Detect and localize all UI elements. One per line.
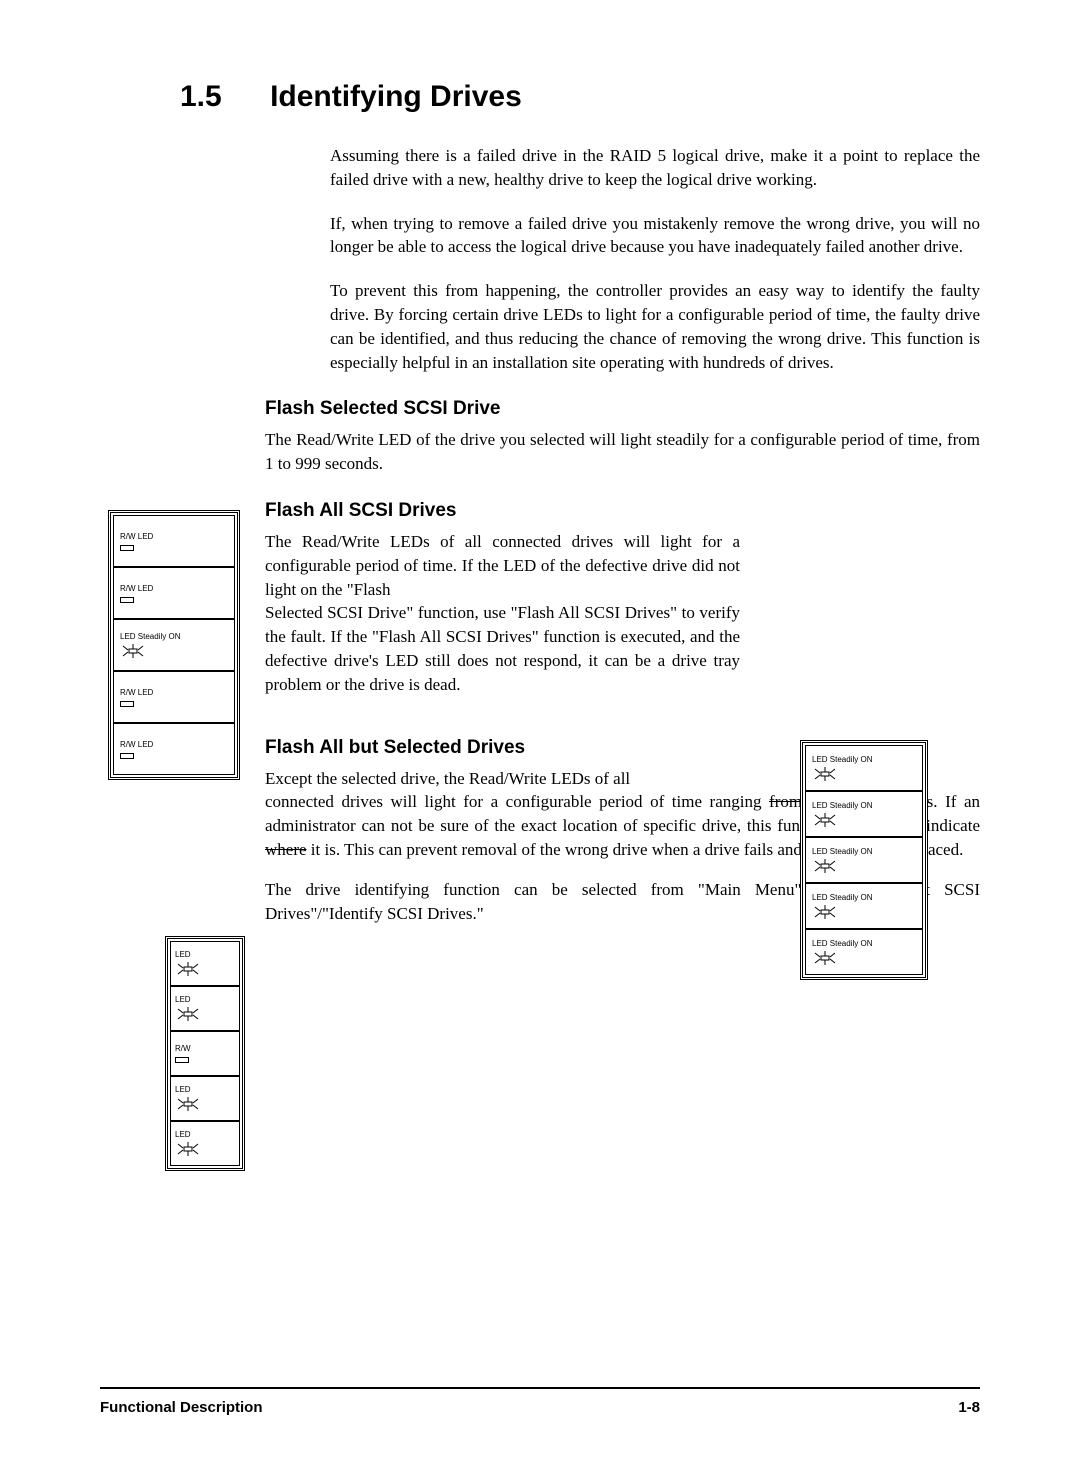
drive-cell-led: LED: [170, 986, 240, 1031]
led-on-icon: [812, 858, 838, 874]
text-from-strike: from: [769, 792, 802, 811]
drive-cell-steady: LED Steadily ON: [805, 745, 923, 791]
cell-label: R/W LED: [120, 532, 153, 541]
subheading-flash-all: Flash All SCSI Drives: [265, 500, 980, 522]
footer-left: Functional Description: [100, 1399, 263, 1416]
cell-label: LED Steadily ON: [812, 755, 872, 764]
subheading-flash-selected: Flash Selected SCSI Drive: [265, 398, 980, 420]
text-where-strike: where: [265, 840, 307, 859]
para-1: Assuming there is a failed drive in the …: [330, 144, 980, 192]
led-on-icon: [812, 812, 838, 828]
cell-label: LED: [175, 1130, 191, 1139]
led-on-icon: [175, 1141, 201, 1157]
para-flash-selected: The Read/Write LED of the drive you sele…: [265, 428, 980, 476]
para-flash-all-2: Selected SCSI Drive" function, use "Flas…: [265, 601, 740, 696]
para-flash-all-1: The Read/Write LEDs of all connected dri…: [265, 530, 740, 601]
cell-label: R/W LED: [120, 740, 153, 749]
led-off-icon: [120, 597, 134, 603]
diagram-flash-selected: R/W LED R/W LED LED Steadily ON R/W LED …: [108, 510, 240, 780]
drive-cell-steady: LED Steadily ON: [805, 837, 923, 883]
cell-label: R/W LED: [120, 584, 153, 593]
led-on-icon: [120, 643, 146, 659]
drive-cell-led: LED: [170, 1121, 240, 1166]
cell-label: LED: [175, 950, 191, 959]
drive-cell-steady: LED Steadily ON: [805, 929, 923, 975]
led-off-icon: [175, 1057, 189, 1063]
cell-label: LED Steadily ON: [812, 893, 872, 902]
cell-label: LED Steadily ON: [120, 632, 180, 641]
drive-cell-steady: LED Steadily ON: [805, 791, 923, 837]
text-b1: connected drives will light for a config…: [265, 792, 769, 811]
cell-label: R/W LED: [120, 688, 153, 697]
footer-right: 1-8: [958, 1399, 980, 1416]
para-2: If, when trying to remove a failed drive…: [330, 212, 980, 260]
section-title: Identifying Drives: [270, 80, 522, 113]
cell-label: LED Steadily ON: [812, 847, 872, 856]
drive-cell-led: LED: [170, 1076, 240, 1121]
led-on-icon: [175, 1006, 201, 1022]
cell-label: LED Steadily ON: [812, 939, 872, 948]
led-off-icon: [120, 545, 134, 551]
led-off-icon: [120, 753, 134, 759]
led-on-icon: [812, 766, 838, 782]
section-number: 1.5: [180, 80, 222, 114]
para-3: To prevent this from happening, the cont…: [330, 279, 980, 374]
drive-cell: R/W LED: [113, 723, 235, 775]
led-on-icon: [175, 961, 201, 977]
diagram-flash-all-but: LED LED R/W LED LED: [165, 936, 245, 1171]
drive-cell: R/W LED: [113, 515, 235, 567]
drive-cell: R/W LED: [113, 671, 235, 723]
drive-cell-steady: LED Steadily ON: [113, 619, 235, 671]
cell-label: R/W: [175, 1044, 191, 1053]
cell-label: LED: [175, 1085, 191, 1094]
diagram-flash-all: LED Steadily ON LED Steadily ON LED Stea…: [800, 740, 928, 980]
drive-cell-rw: R/W: [170, 1031, 240, 1076]
cell-label: LED Steadily ON: [812, 801, 872, 810]
footer-divider: [100, 1387, 980, 1389]
led-on-icon: [812, 904, 838, 920]
section-heading: 1.5 Identifying Drives: [180, 80, 980, 114]
led-off-icon: [120, 701, 134, 707]
led-on-icon: [175, 1096, 201, 1112]
page-footer: Functional Description 1-8: [100, 1387, 980, 1416]
led-on-icon: [812, 950, 838, 966]
drive-cell: R/W LED: [113, 567, 235, 619]
cell-label: LED: [175, 995, 191, 1004]
drive-cell-led: LED: [170, 941, 240, 986]
drive-cell-steady: LED Steadily ON: [805, 883, 923, 929]
